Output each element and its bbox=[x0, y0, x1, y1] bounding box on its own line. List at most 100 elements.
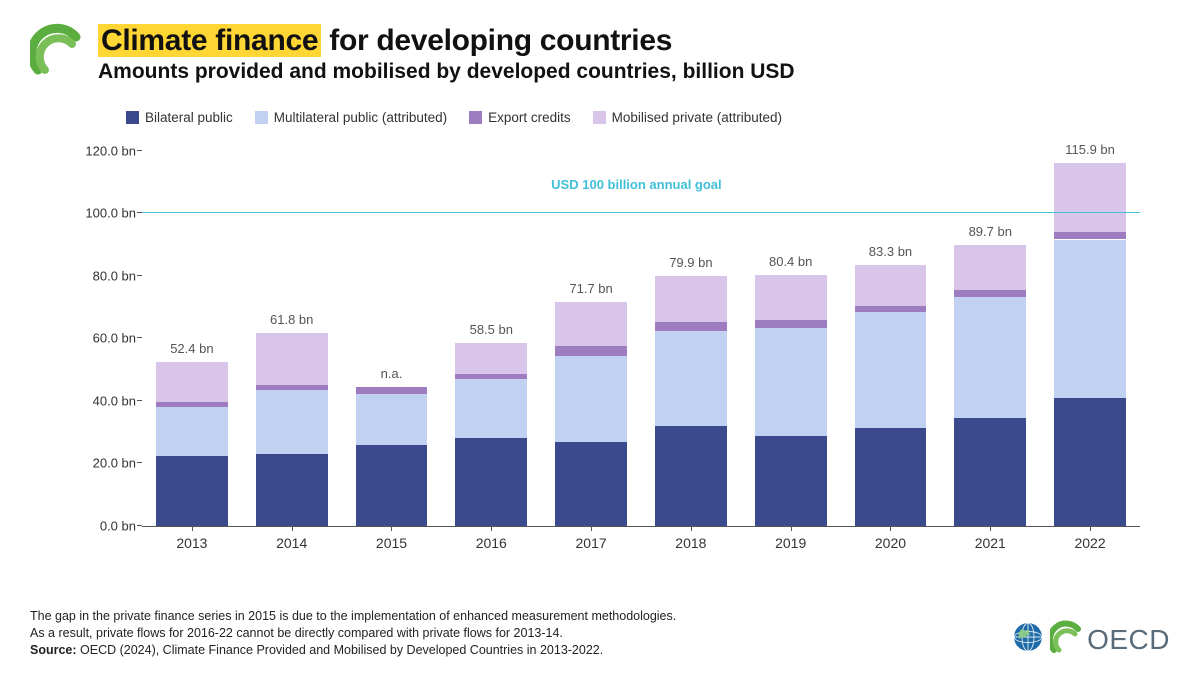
bar-segment bbox=[256, 390, 328, 454]
y-tick-mark bbox=[137, 150, 142, 151]
bar-segment bbox=[356, 387, 428, 395]
y-tick-label: 40.0 bn bbox=[76, 393, 136, 408]
bar-segment bbox=[256, 385, 328, 390]
legend-item: Mobilised private (attributed) bbox=[593, 110, 782, 125]
bar: 115.9 bn bbox=[1054, 135, 1126, 526]
page-subtitle: Amounts provided and mobilised by develo… bbox=[98, 60, 795, 84]
bar-slot: 89.7 bn bbox=[940, 135, 1040, 526]
x-axis-label: 2020 bbox=[841, 529, 941, 555]
source-line: Source: OECD (2024), Climate Finance Pro… bbox=[30, 642, 676, 659]
bar: 89.7 bn bbox=[954, 135, 1026, 526]
x-axis-label: 2013 bbox=[142, 529, 242, 555]
legend-label: Bilateral public bbox=[145, 110, 233, 125]
x-axis-label: 2014 bbox=[242, 529, 342, 555]
chart: 52.4 bn 61.8 bn n.a. 58.5 bn 71.7 bn 79.9 bn 8… bbox=[76, 135, 1150, 555]
bar-segment bbox=[555, 442, 627, 526]
legend-swatch bbox=[469, 111, 482, 124]
bar-slot: 58.5 bn bbox=[441, 135, 541, 526]
bar-slot: 61.8 bn bbox=[242, 135, 342, 526]
legend-swatch bbox=[255, 111, 268, 124]
bar-total-label: 71.7 bn bbox=[569, 281, 612, 300]
bar-total-label: 52.4 bn bbox=[170, 341, 213, 360]
bar-segment bbox=[855, 306, 927, 312]
y-tick-label: 80.0 bn bbox=[76, 268, 136, 283]
y-tick-label: 0.0 bn bbox=[76, 519, 136, 534]
y-tick-label: 120.0 bn bbox=[76, 143, 136, 158]
x-axis-label: 2021 bbox=[940, 529, 1040, 555]
footer-notes: The gap in the private finance series in… bbox=[30, 608, 676, 659]
oecd-brand: OECD bbox=[1011, 620, 1170, 659]
legend-item: Bilateral public bbox=[126, 110, 233, 125]
x-axis-label: 2015 bbox=[342, 529, 442, 555]
bar-segment bbox=[156, 362, 228, 402]
bar: 52.4 bn bbox=[156, 135, 228, 526]
bar-segment bbox=[1054, 240, 1126, 398]
bar-total-label: 80.4 bn bbox=[769, 254, 812, 273]
bar-segment bbox=[755, 436, 827, 526]
bar-total-label: n.a. bbox=[381, 366, 403, 385]
bar-segment bbox=[1054, 398, 1126, 526]
bar-segment bbox=[156, 407, 228, 455]
x-axis-labels: 2013201420152016201720182019202020212022 bbox=[142, 529, 1140, 555]
x-axis-label: 2018 bbox=[641, 529, 741, 555]
oecd-globe-icon bbox=[1011, 620, 1045, 659]
plot-area: 52.4 bn 61.8 bn n.a. 58.5 bn 71.7 bn 79.9 bn 8… bbox=[142, 135, 1140, 527]
y-tick-label: 60.0 bn bbox=[76, 331, 136, 346]
footer: The gap in the private finance series in… bbox=[30, 608, 1170, 659]
bar-segment bbox=[655, 331, 727, 426]
note-line-1: The gap in the private finance series in… bbox=[30, 608, 676, 625]
bar-slot: 80.4 bn bbox=[741, 135, 841, 526]
bar-segment bbox=[855, 428, 927, 526]
y-tick-label: 100.0 bn bbox=[76, 206, 136, 221]
bar-segment bbox=[655, 276, 727, 322]
note-line-2: As a result, private flows for 2016-22 c… bbox=[30, 625, 676, 642]
bar-total-label: 83.3 bn bbox=[869, 244, 912, 263]
title-highlight: Climate finance bbox=[98, 24, 321, 57]
bar-segment bbox=[455, 374, 527, 379]
bar-segment bbox=[455, 438, 527, 526]
oecd-arcs-small-icon bbox=[1050, 620, 1082, 659]
bar-segment bbox=[555, 346, 627, 355]
bar-total-label: 79.9 bn bbox=[669, 255, 712, 274]
source-text: OECD (2024), Climate Finance Provided an… bbox=[80, 643, 603, 657]
goal-label: USD 100 billion annual goal bbox=[551, 177, 721, 195]
y-tick-label: 20.0 bn bbox=[76, 456, 136, 471]
legend-swatch bbox=[593, 111, 606, 124]
bar-slot: 83.3 bn bbox=[841, 135, 941, 526]
bar: 80.4 bn bbox=[755, 135, 827, 526]
bar-segment bbox=[655, 426, 727, 526]
bar-segment bbox=[1054, 163, 1126, 232]
bar-segment bbox=[256, 333, 328, 385]
bar-total-label: 89.7 bn bbox=[969, 224, 1012, 243]
y-tick-mark bbox=[137, 462, 142, 463]
legend-label: Export credits bbox=[488, 110, 571, 125]
x-axis-label: 2017 bbox=[541, 529, 641, 555]
bar-segment bbox=[1054, 232, 1126, 240]
header: Climate finance for developing countries… bbox=[30, 22, 1170, 84]
bar-segment bbox=[455, 343, 527, 374]
oecd-arcs-icon bbox=[30, 22, 86, 78]
legend-label: Mobilised private (attributed) bbox=[612, 110, 782, 125]
bar-total-label: 58.5 bn bbox=[470, 322, 513, 341]
legend-item: Export credits bbox=[469, 110, 571, 125]
bar-segment bbox=[356, 394, 428, 445]
y-tick-mark bbox=[137, 337, 142, 338]
y-tick-mark bbox=[137, 400, 142, 401]
legend-swatch bbox=[126, 111, 139, 124]
page-title: Climate finance for developing countries bbox=[98, 24, 795, 58]
bar-segment bbox=[156, 456, 228, 526]
bar-total-label: 61.8 bn bbox=[270, 312, 313, 331]
y-tick-mark bbox=[137, 275, 142, 276]
bar-segment bbox=[855, 312, 927, 427]
chart-legend: Bilateral publicMultilateral public (att… bbox=[126, 110, 1170, 125]
bar-segment bbox=[954, 297, 1026, 418]
bar-segment bbox=[655, 322, 727, 330]
bar-segment bbox=[356, 445, 428, 526]
bar: 58.5 bn bbox=[455, 135, 527, 526]
bar-segment bbox=[555, 356, 627, 442]
oecd-brand-text: OECD bbox=[1087, 624, 1170, 656]
bar-segment bbox=[156, 402, 228, 407]
bar-slot: 52.4 bn bbox=[142, 135, 242, 526]
bar: 83.3 bn bbox=[855, 135, 927, 526]
page: Climate finance for developing countries… bbox=[0, 0, 1200, 675]
